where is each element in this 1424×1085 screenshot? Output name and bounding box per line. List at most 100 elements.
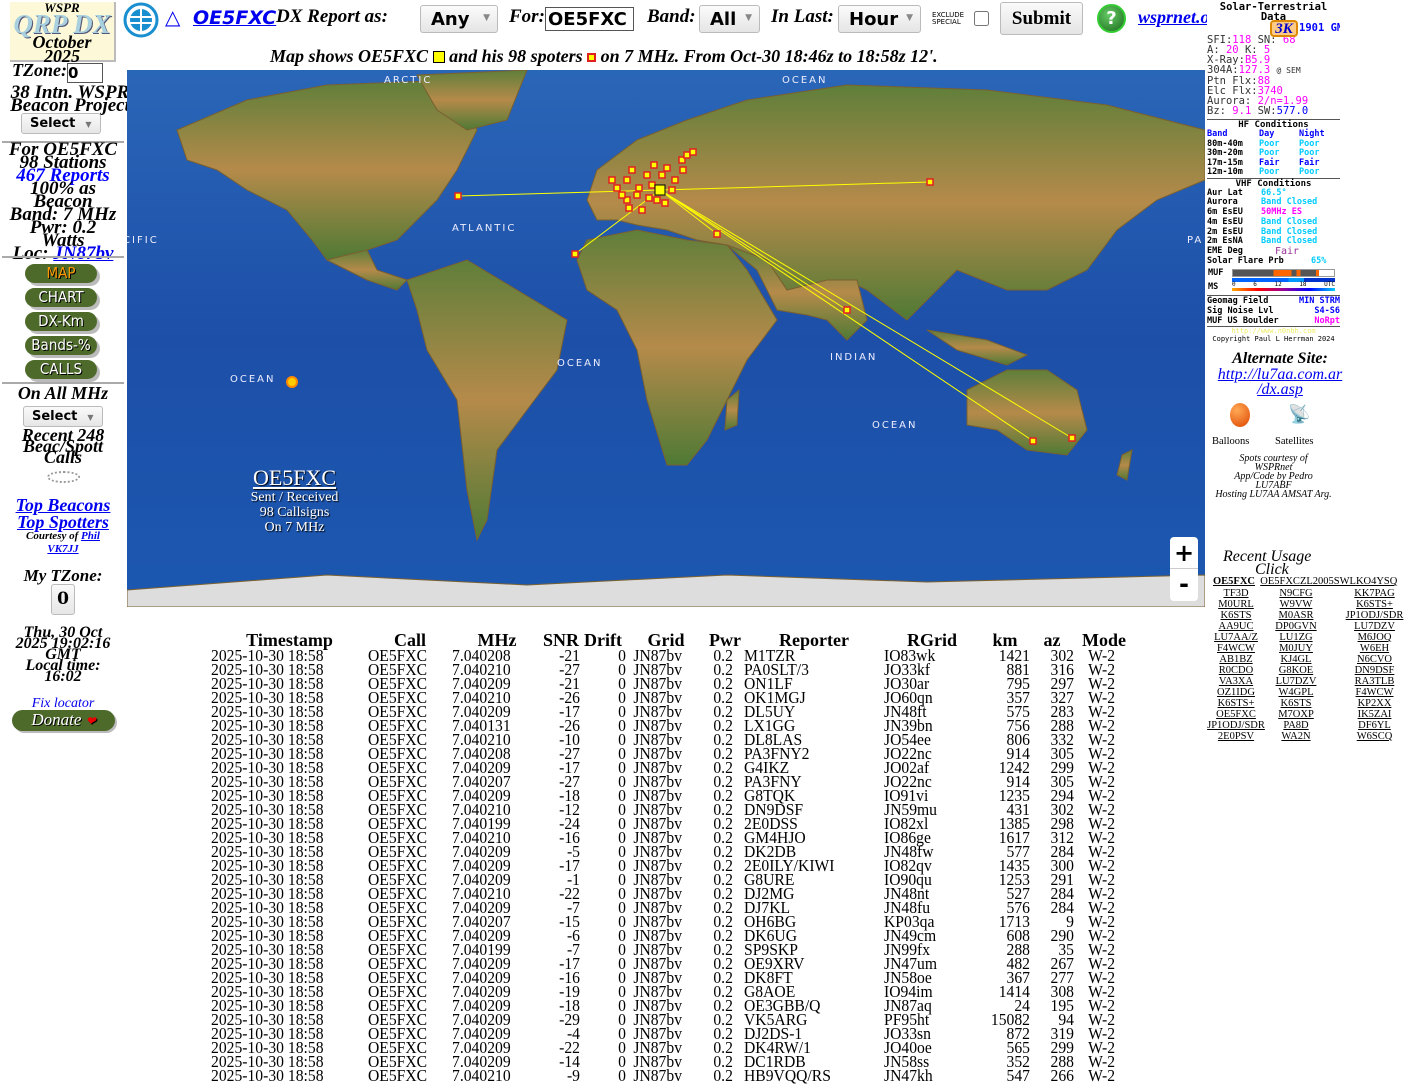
exclude-special-checkbox[interactable] [974,11,989,26]
spotter-marker[interactable] [1029,437,1037,445]
usage-link[interactable]: N6CVO [1356,654,1392,665]
usage-link[interactable]: M0JUY [1279,643,1313,654]
usage-link[interactable]: LU7AA/Z [1214,632,1258,643]
usage-link[interactable]: KK7PAG [1354,588,1395,599]
usage-link[interactable]: JP1ODJ/SDR [1345,610,1404,621]
n0nbh-link[interactable]: http://www.n0nbh.com [1231,326,1316,335]
zoom-in-button[interactable]: + [1170,537,1198,569]
3k-badge[interactable]: 3K [1270,20,1298,37]
usage-link[interactable]: DF6YL [1358,720,1391,731]
satellite-icon[interactable]: 📡 [1288,404,1311,424]
usage-link[interactable]: OE5FXC [1260,576,1300,587]
fix-locator-link[interactable]: Fix locator [31,696,95,708]
spotter-marker[interactable] [658,171,666,179]
usage-link[interactable]: RA3TLB [1354,676,1395,687]
courtesy-link-phil[interactable]: Phil [81,530,100,542]
spotter-marker[interactable] [843,306,851,314]
usage-link[interactable]: AA9UC [1218,621,1254,632]
col-header-grid[interactable]: Grid [647,630,685,650]
balloon-icon[interactable] [1230,403,1250,427]
spotter-marker[interactable] [678,156,686,164]
col-header-call[interactable]: Call [393,630,426,650]
usage-link[interactable]: F4WCW [1355,687,1394,698]
usage-link[interactable]: PA8D [1283,720,1309,731]
submit-button[interactable]: Submit [1000,2,1083,35]
spotter-marker[interactable] [661,199,669,207]
wsprnet-link[interactable]: wsprnet.org [1138,7,1226,27]
spotter-marker[interactable] [608,176,616,184]
col-header-reporter[interactable]: Reporter [779,630,849,650]
spotter-marker[interactable] [671,176,679,184]
usage-link[interactable]: 2E0PSV [1217,731,1255,742]
usage-link[interactable]: KJ4GL [1280,654,1312,665]
alt-site-link[interactable]: http://lu7aa.com.ar/dx.asp [1205,367,1355,398]
top-spotters-link[interactable]: Top Spotters [17,512,109,532]
for-call-input[interactable] [545,7,634,31]
band-select[interactable]: All ▼ [699,5,760,33]
nav-dxkm-button[interactable]: DX-Km [25,312,97,331]
home-station-marker[interactable] [654,184,666,196]
usage-link[interactable]: W6EH [1359,643,1390,654]
usage-link[interactable]: KP2XX [1357,698,1392,709]
world-map[interactable]: ARCTIC OCEAN ATLANTIC PACIFIC OCEAN INDI… [127,70,1205,607]
help-icon[interactable]: ? [1097,4,1126,33]
spotter-marker[interactable] [638,206,646,214]
zoom-out-button[interactable]: - [1179,570,1189,598]
usage-link[interactable]: M0ASR [1278,610,1314,621]
usage-link[interactable]: WA2N [1281,731,1311,742]
spotter-marker[interactable] [618,191,626,199]
col-header-rgrid[interactable]: RGrid [906,630,957,650]
usage-link[interactable]: OZ1IDG [1217,687,1255,698]
usage-link[interactable]: R0CDO [1218,665,1254,676]
spotter-marker[interactable] [683,151,691,159]
spotter-marker[interactable] [645,194,653,202]
satellites-label[interactable]: Satellites [1275,436,1314,447]
dx-report-select[interactable]: Any ▼ [420,5,498,33]
spotter-marker[interactable] [653,196,661,204]
col-header-pwr[interactable]: Pwr [709,630,741,650]
usage-link[interactable]: KO4YSQ [1355,576,1398,587]
spotter-marker[interactable] [1068,434,1076,442]
spotter-marker[interactable] [713,230,721,238]
usage-link[interactable]: DP0GVN [1275,621,1317,632]
call-link[interactable]: OE5FXC [193,7,277,29]
all-mhz-select[interactable]: Select ▼ [23,406,103,427]
spotter-marker[interactable] [623,196,631,204]
usage-link[interactable]: LU7DZV [1354,621,1395,632]
spotter-marker[interactable] [613,184,621,192]
spotter-marker[interactable] [689,148,697,156]
usage-link[interactable]: M6JOQ [1357,632,1392,643]
spotter-marker[interactable] [650,161,658,169]
nav-chart-button[interactable]: CHART [25,288,97,307]
usage-link[interactable]: K6STS+ [1356,599,1393,610]
project-select[interactable]: Select ▼ [21,113,101,134]
usage-link[interactable]: LU7DZV [1275,676,1317,687]
balloons-label[interactable]: Balloons [1212,436,1250,447]
spotter-marker[interactable] [648,181,656,189]
usage-link[interactable]: N9CFG [1279,588,1313,599]
top-beacons-link[interactable]: Top Beacons [15,495,111,515]
usage-link[interactable]: F4WCW [1217,643,1255,654]
tzone-input[interactable] [66,63,103,83]
usage-link[interactable]: OE5FXC [1216,709,1256,720]
spotter-marker[interactable] [623,176,631,184]
usage-link[interactable]: W4GPL [1278,687,1314,698]
solar-terrestrial-widget[interactable]: Solar-Terrestrial Data 1901 GMT3K SFI:11… [1207,2,1340,345]
col-header-km[interactable]: km [992,630,1018,650]
donate-button[interactable]: Donate ❤ [12,710,115,731]
globe-icon[interactable] [121,0,161,40]
usage-link[interactable]: K6STS [1220,610,1252,621]
col-header-mhz[interactable]: MHz [477,630,517,650]
in-last-select[interactable]: Hour ▼ [838,5,921,33]
spotter-marker[interactable] [628,166,636,174]
usage-link[interactable]: K6STS [1280,698,1312,709]
nav-map-button[interactable]: MAP [25,264,97,283]
usage-link[interactable]: G8KOE [1278,665,1314,676]
usage-link[interactable]: W6SCQ [1356,731,1393,742]
usage-link[interactable]: LU1ZG [1279,632,1313,643]
qrp-dx-logo[interactable]: WSPR QRP DX October 2025 [10,1,116,65]
col-header-snr[interactable]: SNR [542,630,579,650]
my-tzone-button[interactable]: 0 [51,584,75,615]
spotter-marker[interactable] [625,204,633,212]
spotter-marker[interactable] [454,192,462,200]
